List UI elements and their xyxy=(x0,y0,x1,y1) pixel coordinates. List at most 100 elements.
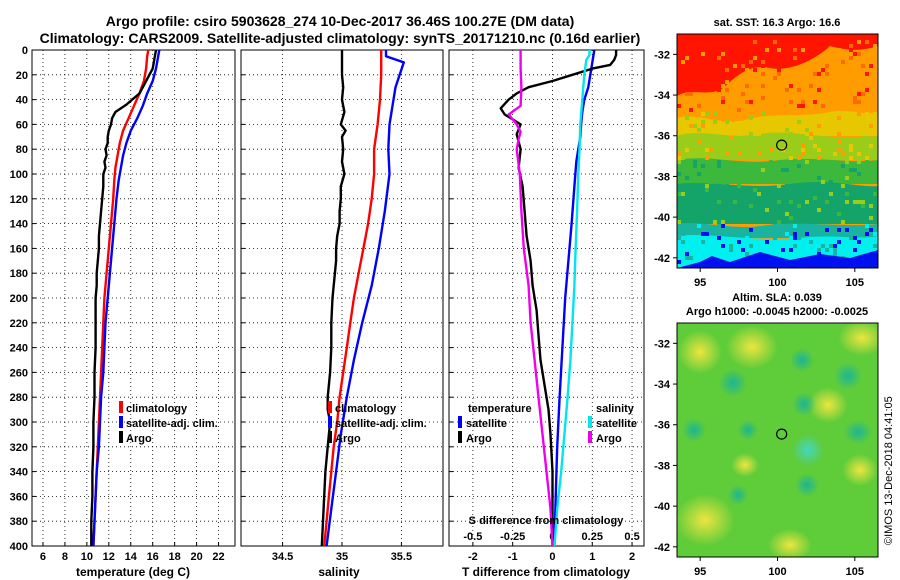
temperature-axis-label: temperature (deg C) xyxy=(76,565,190,579)
sst-map-tick-labels: 95 100 105 -32 -34 -36 -38 -40 -42 xyxy=(654,49,864,289)
x-tick-label: 1 xyxy=(589,551,595,563)
temperature-legend: climatology satellite-adj. clim. Argo xyxy=(119,401,218,445)
map-y-tick-label: -38 xyxy=(654,460,670,472)
legend-label-t-satellite: satellite xyxy=(466,418,507,430)
legend-label-s-satellite: satellite xyxy=(596,418,637,430)
depth-tick-label: 160 xyxy=(10,243,28,255)
altimetry-map-title-1: Altim. SLA: 0.039 xyxy=(732,292,822,304)
x-tick-label: 20 xyxy=(190,551,202,563)
map-y-tick-label: -32 xyxy=(654,338,670,350)
s-difference-axis-label: S difference from climatology xyxy=(469,515,625,527)
temperature-plot-frame xyxy=(31,49,236,547)
depth-tick-label: 40 xyxy=(16,95,28,107)
depth-tick-label: 400 xyxy=(10,541,28,553)
depth-tick-label: 380 xyxy=(10,516,28,528)
depth-tick-label: 340 xyxy=(10,467,28,479)
depth-tick-label: 140 xyxy=(10,219,28,231)
legend-heading-salinity: salinity xyxy=(596,403,635,415)
t-difference-tick-labels: -2 -1 0 1 2 xyxy=(468,551,635,563)
legend-label-t-argo: Argo xyxy=(466,433,492,445)
figure-title-line2: Climatology: CARS2009. Satellite-adjuste… xyxy=(40,30,641,46)
legend-label-argo: Argo xyxy=(335,433,361,445)
figure-title-line1: Argo profile: csiro 5903628_274 10-Dec-2… xyxy=(106,13,574,29)
map-y-tick-label: -36 xyxy=(654,131,670,143)
series-line-s-satellite xyxy=(553,50,591,546)
depth-tick-label: 0 xyxy=(22,45,28,57)
legend-label-argo: Argo xyxy=(126,433,152,445)
legend-label-climatology: climatology xyxy=(126,403,188,415)
map-x-tick-label: 105 xyxy=(846,277,864,289)
depth-tick-label: 20 xyxy=(16,70,28,82)
legend-swatch-climatology xyxy=(328,401,332,413)
x-tick-label: -2 xyxy=(468,551,478,563)
map-y-tick-label: -36 xyxy=(654,420,670,432)
map-y-tick-label: -34 xyxy=(654,379,671,391)
legend-swatch-climatology xyxy=(119,401,123,413)
x-tick-label: 35.5 xyxy=(391,551,412,563)
x-tick-label: 12 xyxy=(103,551,115,563)
depth-tick-label: 100 xyxy=(10,169,28,181)
series-line-t-satellite xyxy=(553,50,596,546)
legend-label-satellite: satellite-adj. clim. xyxy=(335,418,427,430)
x-tick-label: 8 xyxy=(62,551,68,563)
sst-map-panel: sat. SST: 16.3 Argo: 16.6 95 100 105 -32 -34… xyxy=(654,17,879,289)
temperature-lines xyxy=(90,50,161,546)
s-x-tick-label: 0.5 xyxy=(624,531,639,543)
x-tick-label: 14 xyxy=(125,551,138,563)
map-y-tick-label: -42 xyxy=(654,542,670,554)
x-tick-label: 34.5 xyxy=(272,551,293,563)
map-x-tick-label: 95 xyxy=(694,566,706,578)
temperature-tick-labels: 6 8 10 12 14 16 18 20 22 xyxy=(40,551,225,563)
legend-swatch-argo xyxy=(119,431,123,443)
altimetry-map-tick-labels: 95 100 105 -32 -34 -36 -38 -40 -42 xyxy=(654,338,864,578)
map-y-tick-label: -40 xyxy=(654,212,670,224)
depth-tick-label: 60 xyxy=(16,119,28,131)
series-line-s-argo xyxy=(507,50,554,546)
depth-tick-label: 200 xyxy=(10,293,28,305)
series-line-argo xyxy=(90,50,158,546)
map-x-tick-label: 100 xyxy=(768,277,786,289)
altimetry-map-title-2: Argo h1000: -0.0045 h2000: -0.0025 xyxy=(686,306,868,318)
x-tick-label: 0 xyxy=(549,551,555,563)
series-line-satellite-adj-clim xyxy=(325,50,405,546)
legend-swatch-argo xyxy=(328,431,332,443)
legend-swatch-t-satellite xyxy=(458,416,462,428)
legend-label-climatology: climatology xyxy=(335,403,397,415)
legend-swatch-s-argo xyxy=(588,431,592,443)
s-x-tick-label: -0.5 xyxy=(463,531,482,543)
map-y-tick-label: -40 xyxy=(654,501,670,513)
legend-swatch-satellite xyxy=(328,416,332,428)
t-difference-axis-label: T difference from climatology xyxy=(462,565,630,579)
difference-grid xyxy=(449,49,644,547)
legend-swatch-satellite xyxy=(119,416,123,428)
series-line-satellite-adj-clim xyxy=(92,50,161,546)
difference-lines xyxy=(499,50,618,546)
map-x-tick-label: 100 xyxy=(768,566,786,578)
legend-heading-temperature: temperature xyxy=(468,403,532,415)
sst-map-image xyxy=(677,34,878,268)
depth-tick-label: 300 xyxy=(10,417,28,429)
argo-position-marker xyxy=(776,428,788,440)
altimetry-map-image xyxy=(677,323,878,557)
imos-timestamp: ©IMOS 13-Dec-2018 04:41:05 xyxy=(883,396,895,545)
salinity-panel: 34.5 35 35.5 salinity climatology satellit… xyxy=(240,49,444,579)
depth-tick-label: 120 xyxy=(10,194,28,206)
depth-tick-label: 220 xyxy=(10,318,28,330)
argo-position-marker xyxy=(776,139,788,151)
depth-tick-label: 280 xyxy=(10,392,28,404)
salinity-legend: climatology satellite-adj. clim. Argo xyxy=(328,401,427,445)
salinity-axis-label: salinity xyxy=(318,565,360,579)
sst-map-title: sat. SST: 16.3 Argo: 16.6 xyxy=(714,17,841,29)
legend-label-s-argo: Argo xyxy=(596,433,622,445)
map-y-tick-label: -34 xyxy=(654,90,671,102)
legend-swatch-t-argo xyxy=(458,431,462,443)
depth-tick-label: 360 xyxy=(10,491,28,503)
depth-tick-label: 260 xyxy=(10,367,28,379)
x-tick-label: 22 xyxy=(212,551,224,563)
legend-swatch-s-satellite xyxy=(588,416,592,428)
series-line-climatology xyxy=(323,50,383,546)
x-tick-label: 2 xyxy=(629,551,635,563)
altimetry-map-panel: Altim. SLA: 0.039 Argo h1000: -0.0045 h2… xyxy=(654,292,879,578)
depth-tick-label: 80 xyxy=(16,144,28,156)
map-x-tick-label: 105 xyxy=(846,566,864,578)
